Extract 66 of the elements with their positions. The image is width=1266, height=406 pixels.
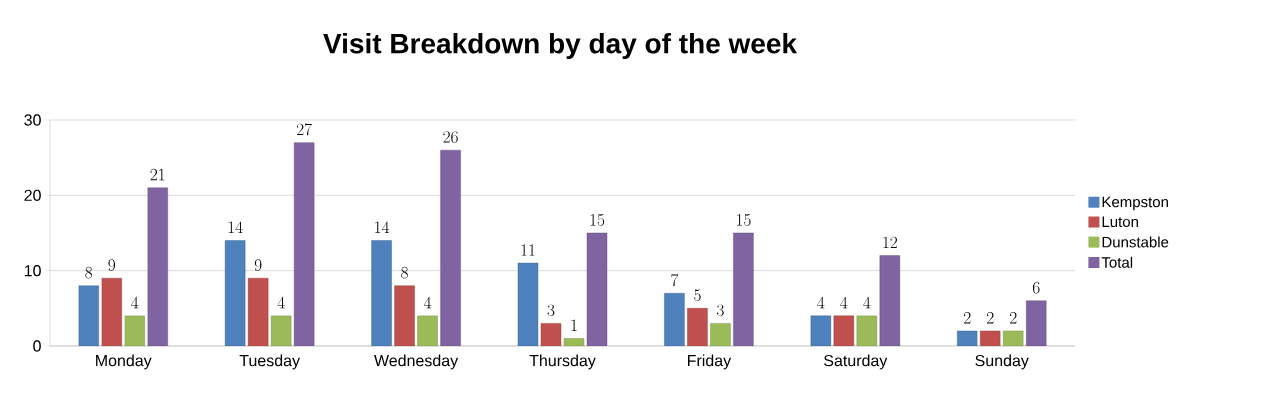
y-tick-label: 20 bbox=[24, 189, 41, 201]
chart-title: Visit Breakdown by day of the week bbox=[323, 32, 798, 60]
data-label: 3 bbox=[547, 304, 555, 317]
bar bbox=[1003, 330, 1024, 346]
legend-label: Kempston bbox=[1102, 196, 1168, 211]
y-tick-label: 0 bbox=[33, 340, 41, 352]
data-label: 4 bbox=[863, 296, 871, 309]
bar bbox=[78, 285, 99, 346]
bar bbox=[687, 308, 708, 346]
bar bbox=[417, 315, 438, 346]
y-tick-label: 30 bbox=[24, 114, 41, 126]
y-tick-label: 10 bbox=[24, 265, 41, 277]
x-tick-label: Wednesday bbox=[374, 354, 459, 370]
bar bbox=[517, 262, 539, 346]
data-label: 6 bbox=[1032, 281, 1040, 294]
data-label: 14 bbox=[375, 221, 390, 233]
x-tick-label: Friday bbox=[688, 354, 732, 370]
data-label: 4 bbox=[131, 296, 139, 309]
data-label: 3 bbox=[717, 304, 724, 317]
bar bbox=[101, 277, 122, 346]
data-label: 15 bbox=[736, 214, 751, 226]
data-label: 8 bbox=[85, 266, 93, 279]
bar bbox=[147, 187, 168, 346]
data-label: 2 bbox=[964, 311, 971, 324]
data-label: 9 bbox=[254, 259, 262, 271]
data-label: 11 bbox=[521, 244, 535, 256]
legend-label: Dunstable bbox=[1102, 236, 1169, 248]
bar bbox=[371, 240, 392, 346]
data-label: 21 bbox=[150, 168, 165, 181]
data-label: 4 bbox=[423, 296, 432, 309]
bar bbox=[563, 338, 585, 346]
data-label: 7 bbox=[671, 274, 679, 286]
bar bbox=[394, 285, 415, 346]
bar bbox=[810, 315, 832, 346]
bar bbox=[879, 255, 901, 346]
x-tick-label: Monday bbox=[96, 354, 152, 370]
x-tick-label: Saturday bbox=[824, 354, 888, 370]
bar bbox=[440, 149, 461, 346]
bar bbox=[1026, 300, 1047, 346]
data-label: 27 bbox=[296, 123, 312, 136]
data-label: 26 bbox=[443, 131, 458, 143]
data-label: 15 bbox=[590, 214, 605, 226]
x-tick-label: Tuesday bbox=[239, 354, 300, 370]
data-label: 4 bbox=[840, 296, 848, 309]
data-label: 2 bbox=[1010, 311, 1017, 324]
bar bbox=[124, 315, 145, 346]
bar bbox=[710, 323, 731, 346]
data-label: 4 bbox=[277, 296, 285, 309]
data-label: 5 bbox=[694, 289, 701, 302]
x-tick-label: Sunday bbox=[975, 354, 1029, 370]
data-label: 1 bbox=[571, 319, 577, 331]
data-label: 2 bbox=[987, 311, 994, 324]
bar bbox=[224, 240, 246, 346]
legend-label: Total bbox=[1101, 256, 1133, 268]
data-label: 4 bbox=[817, 296, 825, 309]
bar bbox=[957, 330, 978, 346]
bar bbox=[856, 315, 878, 346]
bar bbox=[733, 232, 754, 346]
data-label: 9 bbox=[108, 259, 116, 271]
data-label: 12 bbox=[883, 236, 898, 249]
x-tick-label: Thursday bbox=[529, 354, 596, 370]
legend-label: Luton bbox=[1102, 216, 1138, 228]
bar bbox=[270, 315, 292, 346]
data-label: 8 bbox=[401, 266, 408, 279]
data-label: 14 bbox=[228, 221, 243, 233]
bar bbox=[664, 293, 685, 346]
